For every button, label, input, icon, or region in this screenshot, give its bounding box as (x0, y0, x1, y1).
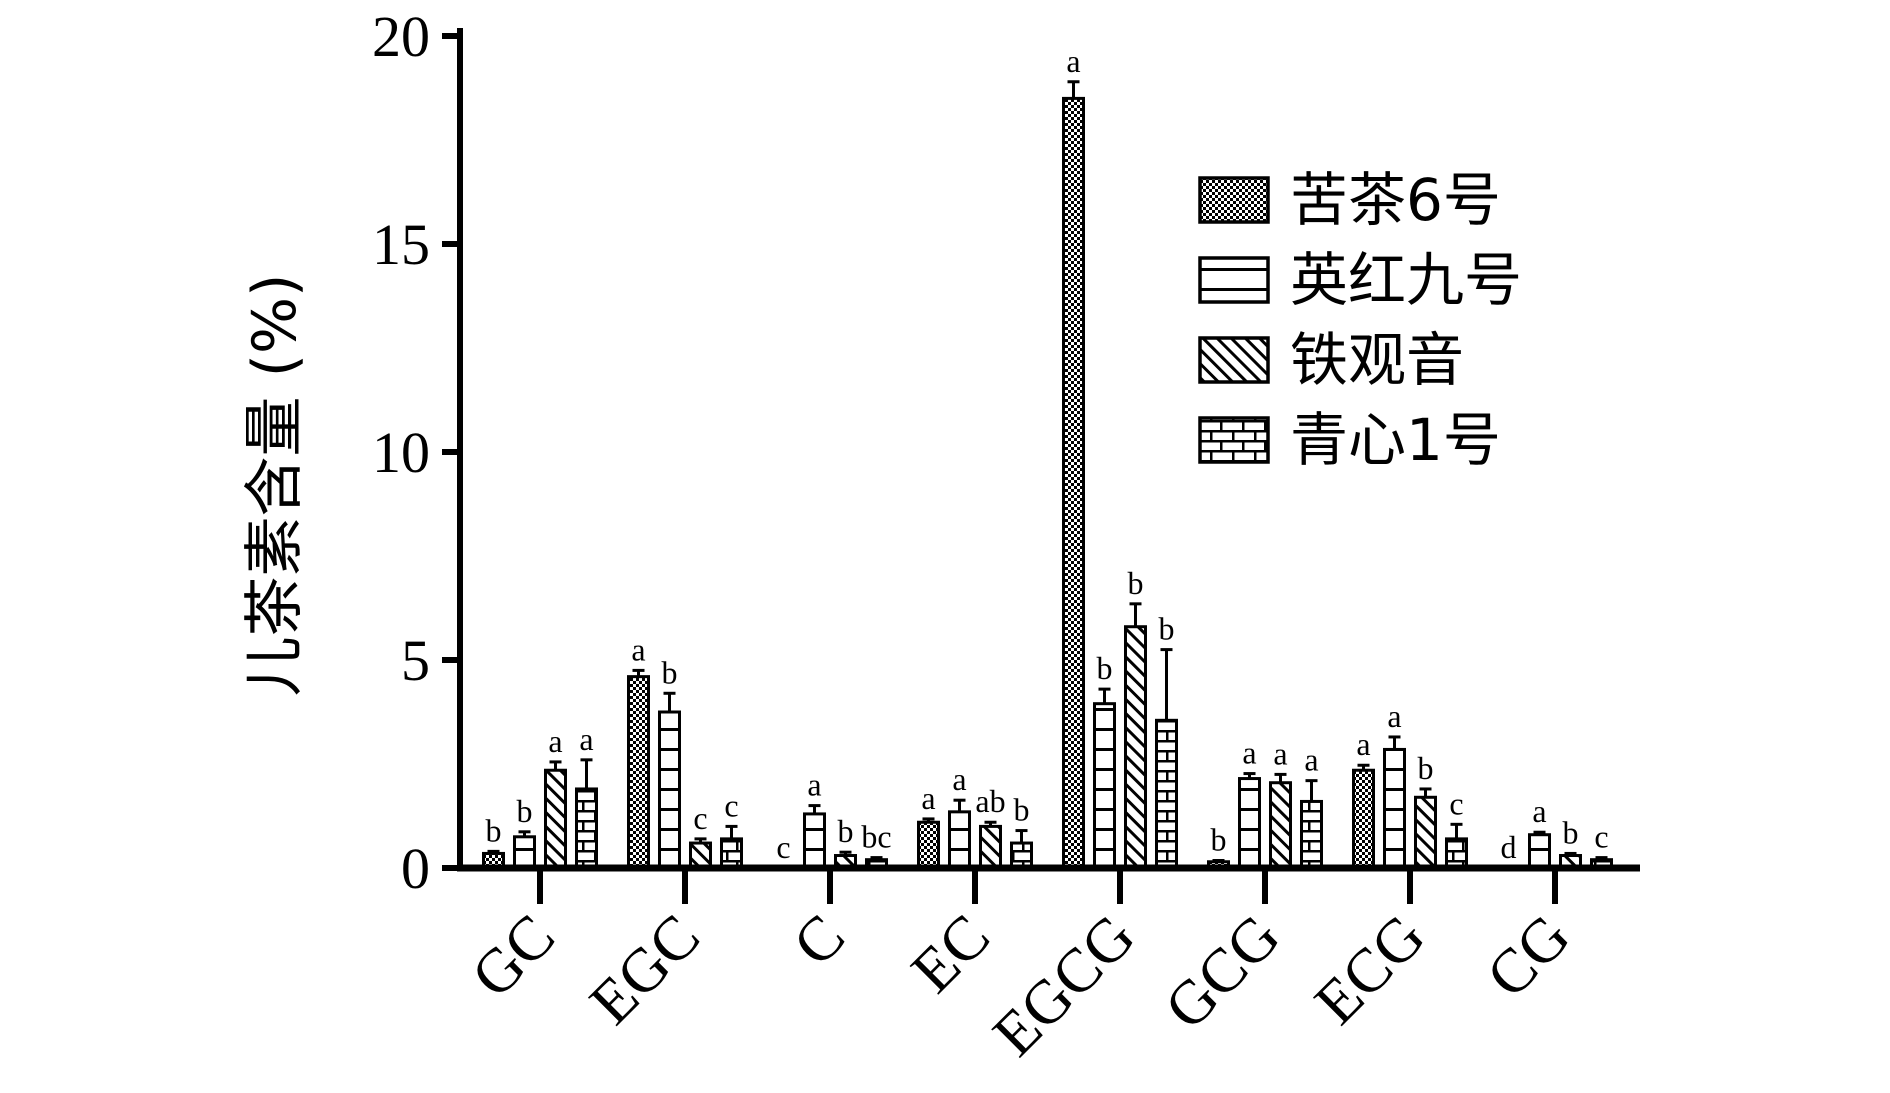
bar-ec-series-3 (979, 824, 1002, 870)
bar-ecg-series-4 (1445, 837, 1468, 870)
significance-label: bc (861, 819, 891, 855)
bar-ec-series-1 (917, 820, 940, 870)
x-category-label: EGCG (980, 902, 1147, 1069)
x-category-label: EGC (577, 902, 713, 1038)
x-category-label: GC (459, 902, 568, 1011)
bar-egcg-series-4 (1155, 718, 1178, 870)
axes (457, 28, 1640, 904)
bar-gcg-series-4 (1300, 799, 1323, 870)
significance-label: c (1594, 819, 1608, 855)
significance-label: b (1097, 650, 1113, 686)
significance-label: b (1418, 750, 1434, 786)
legend-label: 青心1号 (1290, 406, 1501, 474)
significance-label: b (1128, 565, 1144, 601)
significance-label: a (1387, 698, 1401, 734)
x-category-label: EC (899, 902, 1003, 1006)
legend-label: 苦茶6号 (1290, 166, 1501, 234)
bar-gcg-series-3 (1269, 781, 1292, 870)
bar-gc-series-2 (513, 835, 536, 870)
significance-label: a (1356, 726, 1370, 762)
y-tick-label: 20 (372, 4, 430, 69)
significance-label: c (693, 800, 707, 836)
bar-ecg-series-1 (1352, 768, 1375, 870)
bar-cg-series-2 (1528, 833, 1551, 870)
significance-label: b (662, 654, 678, 690)
y-tick-label: 15 (372, 212, 430, 277)
legend-swatch (1198, 176, 1270, 224)
significance-label: a (1066, 43, 1080, 79)
significance-label: a (579, 721, 593, 757)
x-category-label: CG (1474, 902, 1583, 1011)
bar-gcg-series-2 (1238, 777, 1261, 870)
significance-label: a (807, 767, 821, 803)
legend-label: 铁观音 (1290, 326, 1464, 394)
significance-label: d (1501, 829, 1517, 865)
bar-gc-series-4 (575, 787, 598, 870)
x-category-label: GCG (1152, 902, 1293, 1043)
bar-egcg-series-1 (1062, 96, 1085, 870)
legend-swatch (1198, 256, 1270, 304)
y-tick-label: 5 (401, 628, 430, 693)
significance-label: b (486, 812, 502, 848)
y-axis-ticks: 0 5 10 15 20 (372, 4, 460, 901)
bar-ecg-series-3 (1414, 795, 1437, 870)
significance-label: a (548, 723, 562, 759)
x-category-label: C (781, 902, 858, 979)
legend-label: 英红九号 (1290, 246, 1522, 314)
bar-egc-series-1 (627, 675, 650, 870)
bar-egc-series-2 (658, 710, 681, 870)
significance-label: b (1159, 611, 1175, 647)
y-tick-label: 10 (372, 420, 430, 485)
x-category-label: ECG (1302, 902, 1438, 1038)
significance-label: b (838, 813, 854, 849)
significance-label: c (1449, 785, 1463, 821)
legend-swatch (1198, 336, 1270, 384)
significance-label: b (517, 793, 533, 829)
bar-egcg-series-3 (1124, 625, 1147, 870)
bar-egc-series-3 (689, 841, 712, 870)
significance-label: c (724, 787, 738, 823)
bar-egcg-series-2 (1093, 702, 1116, 870)
bar-c-series-2 (803, 812, 826, 870)
significance-label: a (1532, 793, 1546, 829)
significance-label: a (921, 780, 935, 816)
bar-ec-series-4 (1010, 841, 1033, 870)
significance-label: b (1014, 792, 1030, 828)
significance-label: a (1273, 735, 1287, 771)
y-tick-label: 0 (401, 836, 430, 901)
bar-gc-series-3 (544, 768, 567, 870)
significance-label: ab (975, 783, 1005, 819)
significance-label: a (631, 631, 645, 667)
y-axis-label: 儿茶素含量 (%) (240, 274, 310, 697)
significance-label: b (1563, 814, 1579, 850)
bar-egc-series-4 (720, 837, 743, 870)
significance-label: a (1304, 742, 1318, 778)
significance-label: a (952, 761, 966, 797)
bar-ec-series-2 (948, 810, 971, 870)
bar-ecg-series-2 (1383, 747, 1406, 870)
significance-label: c (776, 829, 790, 865)
legend-swatch (1198, 416, 1270, 464)
significance-label: b (1211, 822, 1227, 858)
significance-label: a (1242, 735, 1256, 771)
